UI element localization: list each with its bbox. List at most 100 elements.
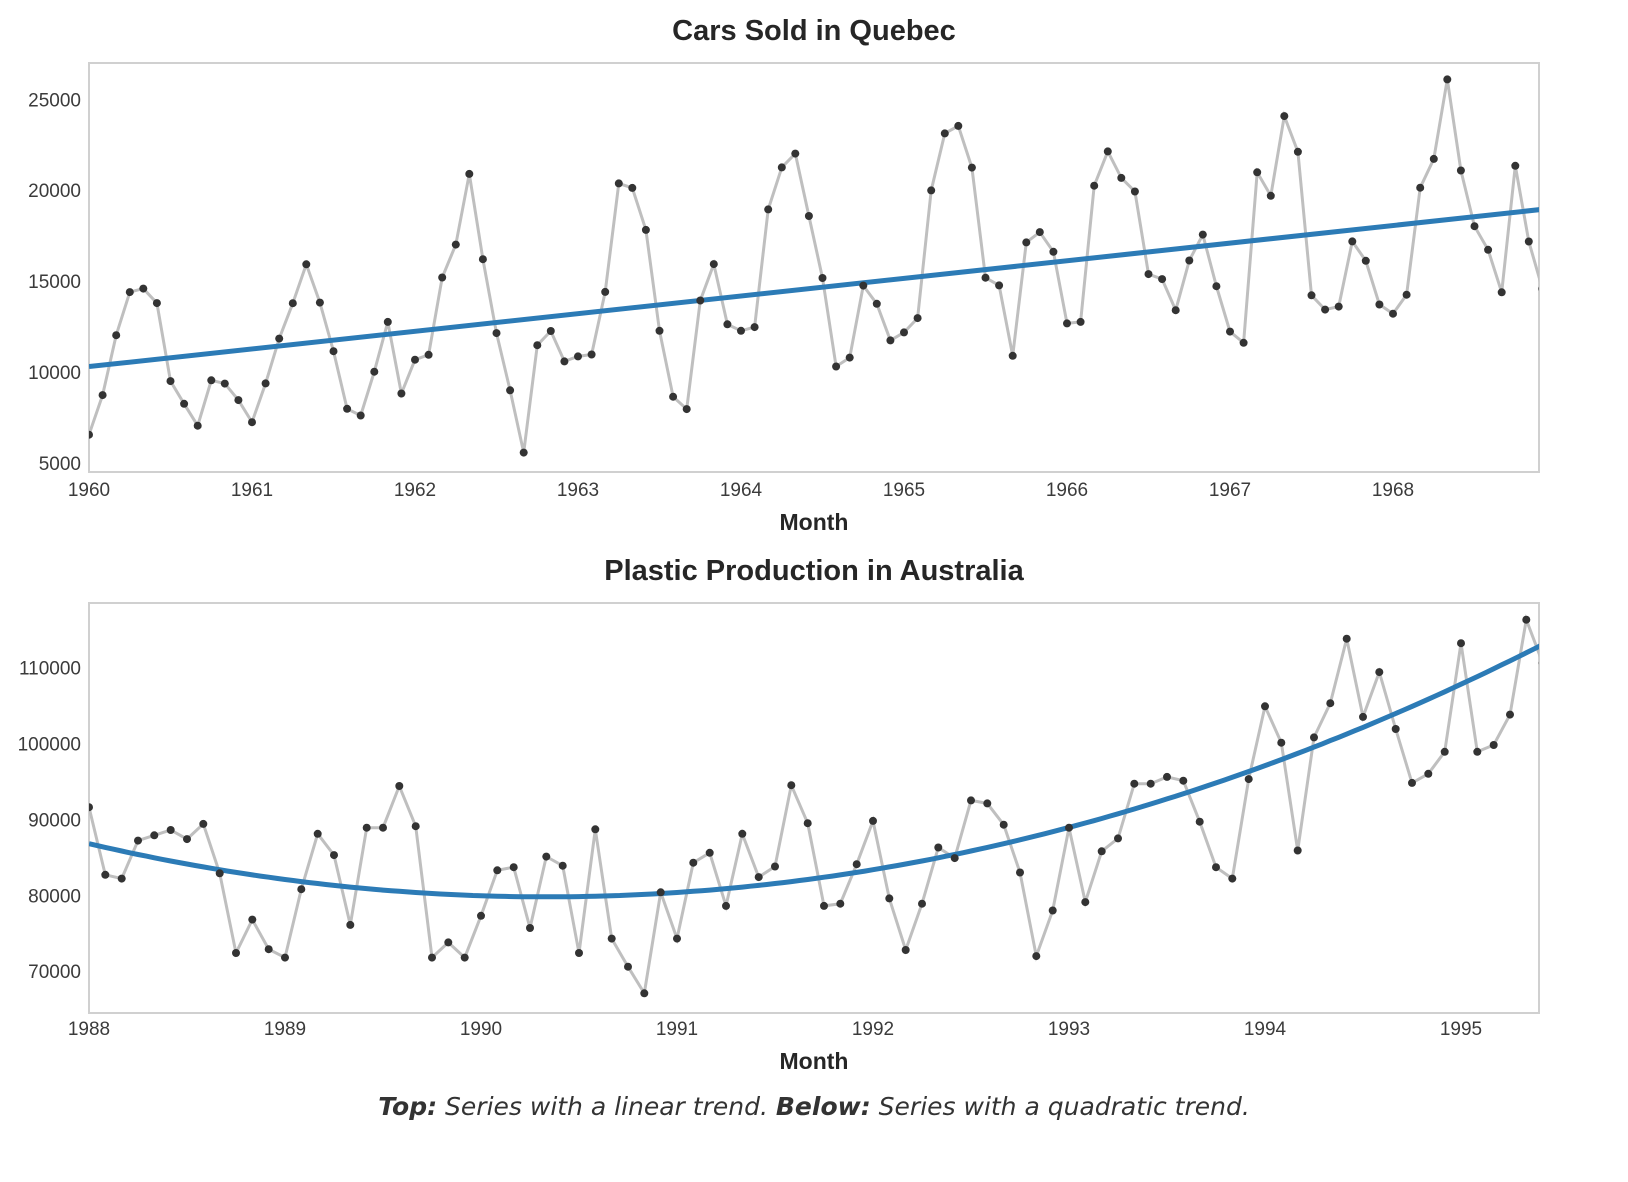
- chart1-data-point: [248, 418, 256, 427]
- chart2-title: Plastic Production in Australia: [604, 555, 1024, 587]
- chart1-data-point: [940, 129, 949, 138]
- chart1-data-point: [207, 376, 216, 385]
- chart1-data-point: [560, 357, 569, 366]
- chart1-ytick-label: 25000: [28, 90, 81, 111]
- chart2-data-point: [1424, 769, 1433, 778]
- chart1-data-point: [397, 389, 406, 398]
- chart2-data-point: [1538, 661, 1539, 665]
- chart1-data-point: [1198, 230, 1207, 239]
- chart1-data-point: [574, 352, 582, 361]
- chart2-data-point: [918, 899, 926, 908]
- chart2-data-point: [624, 962, 632, 971]
- chart1-data-point: [1524, 237, 1533, 246]
- chart1-data-point: [98, 391, 107, 400]
- chart1-data-point: [261, 379, 270, 388]
- chart2-data-point: [395, 782, 404, 790]
- chart1-data-point: [180, 399, 189, 408]
- chart1-data-point: [1049, 247, 1058, 256]
- chart1-data-point: [1063, 319, 1071, 328]
- chart2-data-point: [411, 822, 420, 831]
- chart2-data-point: [1342, 634, 1351, 643]
- chart2-xlabel: Month: [780, 1048, 849, 1074]
- chart1-series-line: [89, 79, 1539, 453]
- figure-caption: Top: Series with a linear trend. Below: …: [0, 1092, 1628, 1121]
- chart1-xtick-label: 1964: [720, 480, 763, 501]
- chart1-data-point: [682, 405, 691, 414]
- chart1-data-point: [818, 274, 827, 282]
- chart1-data-point: [1239, 338, 1248, 347]
- chart2-data-point: [999, 820, 1008, 829]
- chart2-data-point: [264, 945, 273, 954]
- chart1-ytick-label: 20000: [28, 181, 81, 202]
- chart1-data-point: [356, 411, 365, 420]
- chart1-data-point: [804, 212, 813, 220]
- caption-top-text: Series with a linear trend.: [437, 1092, 776, 1121]
- chart1-data-point: [1253, 168, 1262, 177]
- chart1-data-point: [764, 205, 773, 214]
- chart1-data-point: [954, 121, 963, 130]
- chart2-data-point: [134, 836, 142, 845]
- chart1-data-point: [967, 163, 976, 172]
- chart2-data-point: [983, 799, 992, 808]
- chart1-data-point: [506, 386, 515, 395]
- chart2-data-point: [673, 934, 681, 943]
- chart1-data-point: [1158, 275, 1167, 284]
- chart1-ytick-label: 10000: [28, 363, 81, 384]
- chart2-xtick-label: 1993: [1048, 1019, 1090, 1040]
- chart2-data-point: [1032, 952, 1041, 961]
- chart1-data-point: [275, 334, 284, 343]
- chart1-data-point: [152, 299, 161, 308]
- chart1-xtick-label: 1960: [68, 480, 110, 501]
- chart1-data-point: [696, 296, 705, 305]
- chart1-data-point: [438, 273, 447, 282]
- chart1-xtick-label: 1968: [1372, 480, 1414, 501]
- chart1-data-point: [1470, 222, 1479, 231]
- chart2-data-point: [885, 894, 894, 903]
- chart2-data-point: [1097, 847, 1106, 856]
- chart1-data-point: [723, 320, 732, 329]
- chart1-data-point: [900, 328, 908, 337]
- chart2-data-point: [1244, 775, 1253, 784]
- chart2-data-point: [362, 823, 371, 832]
- chart1-data-point: [1117, 173, 1126, 182]
- chart1-data-point: [1103, 147, 1112, 156]
- chart1-data-point: [288, 299, 297, 308]
- chart2-data-point: [1391, 725, 1400, 733]
- chart1-data-point: [587, 350, 596, 359]
- chart2-data-point: [477, 911, 485, 920]
- chart1-data-point: [1171, 306, 1180, 315]
- chart1-data-point: [1375, 300, 1384, 309]
- chart1-data-point: [1185, 256, 1194, 265]
- chart2-data-point: [754, 873, 763, 882]
- chart2-ytick-label: 80000: [28, 886, 81, 907]
- chart2-data-point: [1146, 779, 1155, 788]
- chart2-data-point: [1163, 772, 1171, 781]
- chart1-data-point: [546, 327, 555, 335]
- chart1-data-point: [1361, 256, 1370, 265]
- chart2-data-point: [428, 953, 436, 962]
- chart1-data-point: [329, 347, 338, 356]
- chart1-data-point: [302, 260, 311, 269]
- chart2-data-point: [787, 781, 796, 790]
- chart2-xtick-label: 1988: [68, 1019, 110, 1040]
- chart2-data-point: [1130, 779, 1139, 788]
- chart1-data-point: [220, 379, 229, 388]
- chart2-data-point: [1359, 712, 1367, 721]
- chart2-data-point: [460, 953, 469, 962]
- chart1-data-point: [1130, 187, 1139, 196]
- chart2-data-point: [117, 874, 126, 883]
- chart1-data-point: [343, 404, 352, 413]
- chart2-data-point: [738, 829, 747, 838]
- chart1-data-point: [1348, 237, 1357, 246]
- chart2-data-point: [950, 854, 959, 863]
- chart2-ytick-label: 70000: [28, 962, 81, 983]
- chart1-data-point: [370, 367, 379, 376]
- chart2-data-point: [1065, 823, 1073, 832]
- chart2-trend-line: [89, 643, 1539, 900]
- chart2-data-point: [934, 843, 943, 852]
- chart1-data-point: [777, 163, 786, 172]
- chart2-data-point: [183, 835, 191, 844]
- chart1-data-point: [709, 260, 718, 269]
- chart2-data-point: [1179, 776, 1188, 785]
- chart1-data-point: [601, 287, 610, 296]
